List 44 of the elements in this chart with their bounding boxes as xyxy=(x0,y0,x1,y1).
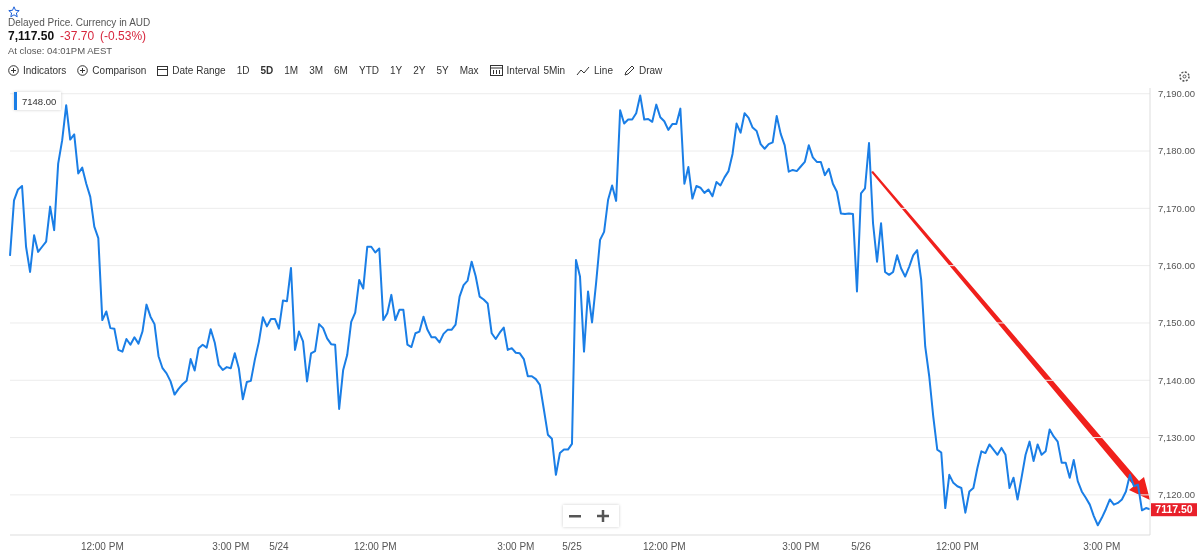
text: 2Y xyxy=(413,65,426,76)
text: Indicators xyxy=(22,65,67,76)
text: At close: 04:01PM AEST xyxy=(8,45,113,56)
x-tick-label: 3:00 PM xyxy=(782,541,820,553)
x-tick-label: 5/24 xyxy=(269,541,290,553)
text: 1M xyxy=(284,65,299,76)
text: Comparison xyxy=(91,65,147,76)
x-tick-label: 12:00 PM xyxy=(80,541,124,553)
x-tick-label: 5/25 xyxy=(562,541,583,553)
line-series xyxy=(9,94,1151,527)
text: 5D xyxy=(260,65,274,76)
text: Date Range xyxy=(171,65,226,76)
text: 5Min xyxy=(543,65,566,76)
x-tick-label: 5/26 xyxy=(851,541,872,553)
y-tick-label: 7,190.00 xyxy=(1158,88,1195,100)
x-tick-label: 3:00 PM xyxy=(1083,541,1121,553)
y-tick-label: 7,180.00 xyxy=(1158,145,1195,157)
text: 1Y xyxy=(389,65,403,76)
y-tick-label: 7,140.00 xyxy=(1158,374,1195,386)
text: 1D xyxy=(236,65,250,76)
text: 6M xyxy=(334,65,348,76)
text: -37.70 xyxy=(60,29,95,43)
text: 7,117.50 xyxy=(8,29,55,43)
x-tick-label: 3:00 PM xyxy=(212,541,250,553)
annotation: 7148.00 xyxy=(14,92,62,110)
text: 7117.50 xyxy=(1155,503,1193,516)
text: Line xyxy=(593,65,613,76)
text: 5Y xyxy=(436,65,449,76)
x-tick-label: 12:00 PM xyxy=(642,541,686,553)
y-tick-label: 7,120.00 xyxy=(1158,489,1195,501)
y-tick-label: 7,170.00 xyxy=(1158,202,1195,214)
text: Draw xyxy=(637,65,663,76)
text: YTD xyxy=(358,65,379,76)
text: 3M xyxy=(309,65,324,76)
x-tick-label: 12:00 PM xyxy=(353,541,397,553)
y-tick-label: 7,160.00 xyxy=(1158,260,1195,272)
x-tick-label: 3:00 PM xyxy=(497,541,535,553)
text: Max xyxy=(459,65,479,76)
text: Interval xyxy=(505,65,540,76)
x-tick-label: 12:00 PM xyxy=(935,541,979,553)
y-tick-label: 7,130.00 xyxy=(1158,431,1195,443)
chart-subtitle: Delayed Price. Currency in AUD xyxy=(8,17,151,28)
y-tick-label: 7,150.00 xyxy=(1158,317,1195,329)
text: (-0.53%) xyxy=(100,29,147,43)
